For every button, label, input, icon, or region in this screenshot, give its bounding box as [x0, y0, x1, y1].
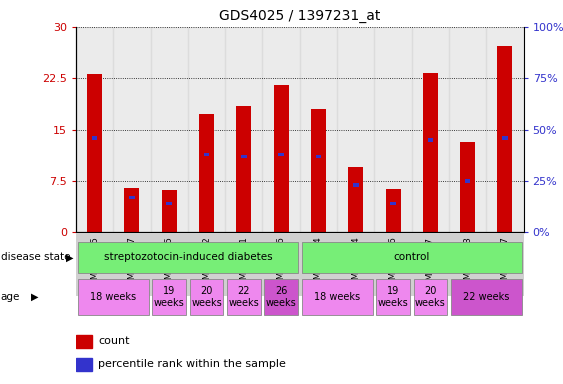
Text: GSM317237: GSM317237	[501, 237, 510, 291]
Bar	[465, 179, 471, 183]
Bar	[87, 74, 102, 232]
Bar	[412, 233, 449, 296]
Text: GSM317232: GSM317232	[202, 237, 211, 291]
Text: 18 weeks: 18 weeks	[314, 292, 360, 302]
Bar	[412, 27, 449, 232]
Bar	[76, 27, 113, 232]
Bar	[316, 155, 321, 158]
Bar	[348, 167, 363, 232]
FancyBboxPatch shape	[302, 279, 373, 315]
Bar	[449, 27, 486, 232]
Text: control: control	[394, 252, 430, 262]
Bar	[262, 233, 300, 296]
Text: ▶: ▶	[66, 252, 74, 262]
Text: GSM317235: GSM317235	[90, 237, 99, 291]
FancyBboxPatch shape	[414, 279, 447, 315]
Bar	[386, 189, 400, 232]
Text: count: count	[99, 336, 130, 346]
Text: GSM317236: GSM317236	[276, 237, 285, 291]
Bar	[151, 233, 188, 296]
Bar	[225, 233, 262, 296]
Text: 19
weeks: 19 weeks	[378, 286, 408, 308]
Text: percentile rank within the sample: percentile rank within the sample	[99, 359, 286, 369]
Text: streptozotocin-induced diabetes: streptozotocin-induced diabetes	[104, 252, 272, 262]
Text: 22
weeks: 22 weeks	[229, 286, 259, 308]
Bar	[204, 152, 209, 156]
Bar	[167, 202, 172, 205]
FancyBboxPatch shape	[153, 279, 186, 315]
Text: GSM317265: GSM317265	[165, 237, 174, 291]
Bar	[76, 233, 113, 296]
Bar	[502, 136, 508, 139]
Text: 20
weeks: 20 weeks	[415, 286, 446, 308]
Bar	[311, 109, 326, 232]
Text: disease state: disease state	[1, 252, 70, 262]
Bar	[236, 106, 251, 232]
Bar	[129, 196, 135, 199]
Text: GSM317233: GSM317233	[463, 237, 472, 291]
Bar	[274, 85, 289, 232]
Bar	[449, 233, 486, 296]
Bar	[498, 46, 512, 232]
Bar	[374, 27, 412, 232]
Text: 19
weeks: 19 weeks	[154, 286, 185, 308]
Bar	[188, 27, 225, 232]
Text: 22 weeks: 22 weeks	[463, 292, 510, 302]
Bar	[337, 233, 374, 296]
Bar	[76, 358, 92, 371]
Bar	[113, 233, 151, 296]
Bar	[486, 27, 524, 232]
Bar	[76, 335, 92, 348]
FancyBboxPatch shape	[78, 279, 149, 315]
Bar	[278, 152, 284, 156]
FancyBboxPatch shape	[227, 279, 261, 315]
Text: GSM317264: GSM317264	[351, 237, 360, 291]
Bar	[113, 27, 151, 232]
Text: ▶: ▶	[31, 292, 38, 302]
Bar	[124, 189, 140, 232]
Bar	[374, 233, 412, 296]
Text: age: age	[1, 292, 20, 302]
Text: 20
weeks: 20 weeks	[191, 286, 222, 308]
Title: GDS4025 / 1397231_at: GDS4025 / 1397231_at	[219, 9, 381, 23]
Text: GSM317231: GSM317231	[239, 237, 248, 291]
Bar	[390, 202, 396, 205]
Text: GSM317234: GSM317234	[314, 237, 323, 291]
FancyBboxPatch shape	[451, 279, 522, 315]
Bar	[300, 27, 337, 232]
Bar	[423, 73, 438, 232]
FancyBboxPatch shape	[265, 279, 298, 315]
Bar	[188, 233, 225, 296]
FancyBboxPatch shape	[376, 279, 410, 315]
Bar	[162, 190, 177, 232]
Bar	[353, 183, 359, 187]
Bar	[486, 233, 524, 296]
Text: GSM317266: GSM317266	[388, 237, 397, 291]
FancyBboxPatch shape	[190, 279, 224, 315]
Text: 26
weeks: 26 weeks	[266, 286, 297, 308]
Bar	[300, 233, 337, 296]
Bar	[427, 138, 433, 142]
Bar	[151, 27, 188, 232]
Bar	[337, 27, 374, 232]
FancyBboxPatch shape	[78, 242, 298, 273]
Bar	[262, 27, 300, 232]
Bar	[241, 155, 247, 158]
Bar	[460, 142, 475, 232]
Text: 18 weeks: 18 weeks	[90, 292, 136, 302]
FancyBboxPatch shape	[302, 242, 522, 273]
Text: GSM317267: GSM317267	[127, 237, 136, 291]
Bar	[92, 136, 97, 139]
Text: GSM317177: GSM317177	[426, 237, 435, 291]
Bar	[199, 114, 214, 232]
Bar	[225, 27, 262, 232]
